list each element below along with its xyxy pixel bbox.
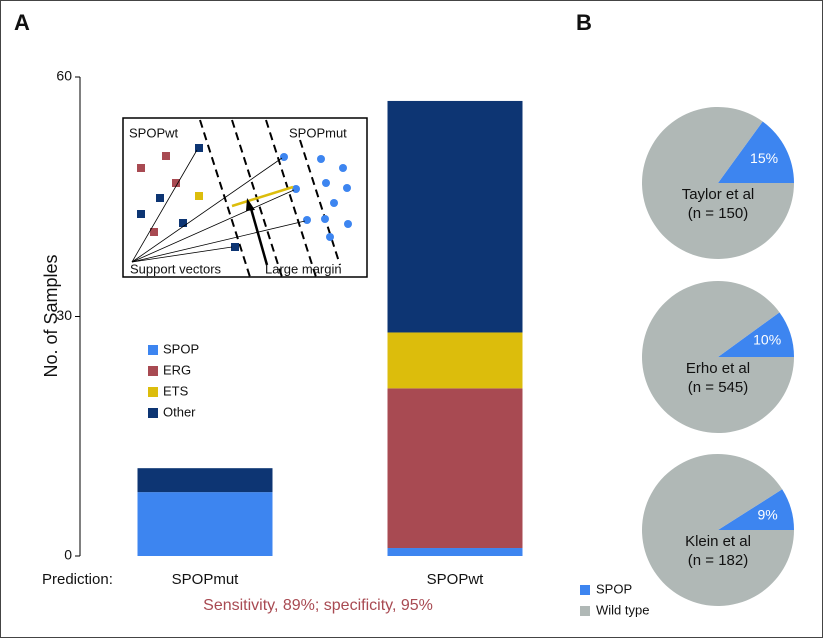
- bar-segment: [387, 332, 523, 389]
- legend-label: ETS: [163, 383, 189, 398]
- legend-label: Wild type: [596, 602, 649, 617]
- slice-label: 9%: [758, 506, 778, 522]
- footnote: Sensitivity, 89%; specificity, 95%: [203, 597, 433, 614]
- legend-label: Other: [163, 404, 196, 419]
- inset-label: SPOPmut: [289, 125, 347, 140]
- x-axis-label: Prediction:: [42, 571, 113, 588]
- bar-segment: [137, 492, 273, 556]
- legend-swatch: [148, 345, 158, 355]
- legend-swatch: [580, 585, 590, 595]
- inset-label: Support vectors: [130, 261, 222, 276]
- pie-title: Klein et al: [685, 533, 751, 550]
- pie-slice: [642, 454, 794, 606]
- x-tick-label: SPOPwt: [427, 571, 485, 588]
- pie-title: Erho et al: [686, 360, 750, 377]
- pie-title: (n = 545): [688, 379, 748, 396]
- bar-segment: [387, 548, 523, 556]
- legend-label: ERG: [163, 362, 191, 377]
- pie-title: (n = 150): [688, 205, 748, 222]
- bar-segment: [137, 468, 273, 493]
- pie-slice: [718, 312, 794, 357]
- inset-label: SPOPwt: [129, 125, 179, 140]
- panel-label: A: [14, 10, 30, 35]
- legend-swatch: [580, 606, 590, 616]
- bar-segment: [387, 100, 523, 333]
- y-axis-label: No. of Samples: [41, 254, 61, 377]
- legend-label: SPOP: [596, 581, 632, 596]
- bar-segment: [387, 388, 523, 549]
- pie-slice: [642, 280, 794, 433]
- panel-label: B: [576, 10, 592, 35]
- inset-label: Large margin: [265, 261, 342, 276]
- y-tick-label: 30: [56, 307, 72, 323]
- inset-diagram: [122, 117, 368, 278]
- legend-swatch: [148, 408, 158, 418]
- pie-slice: [642, 106, 794, 259]
- legend-swatch: [148, 387, 158, 397]
- pie-title: Taylor et al: [682, 186, 755, 203]
- y-tick-label: 0: [64, 547, 72, 563]
- legend-swatch: [148, 366, 158, 376]
- x-tick-label: SPOPmut: [172, 571, 240, 588]
- pie-title: (n = 182): [688, 552, 748, 569]
- pie-slice: [718, 121, 794, 183]
- legend-label: SPOP: [163, 341, 199, 356]
- y-tick-label: 60: [56, 68, 72, 84]
- slice-label: 10%: [753, 332, 781, 348]
- pie-slice: [718, 489, 794, 530]
- slice-label: 15%: [750, 150, 778, 166]
